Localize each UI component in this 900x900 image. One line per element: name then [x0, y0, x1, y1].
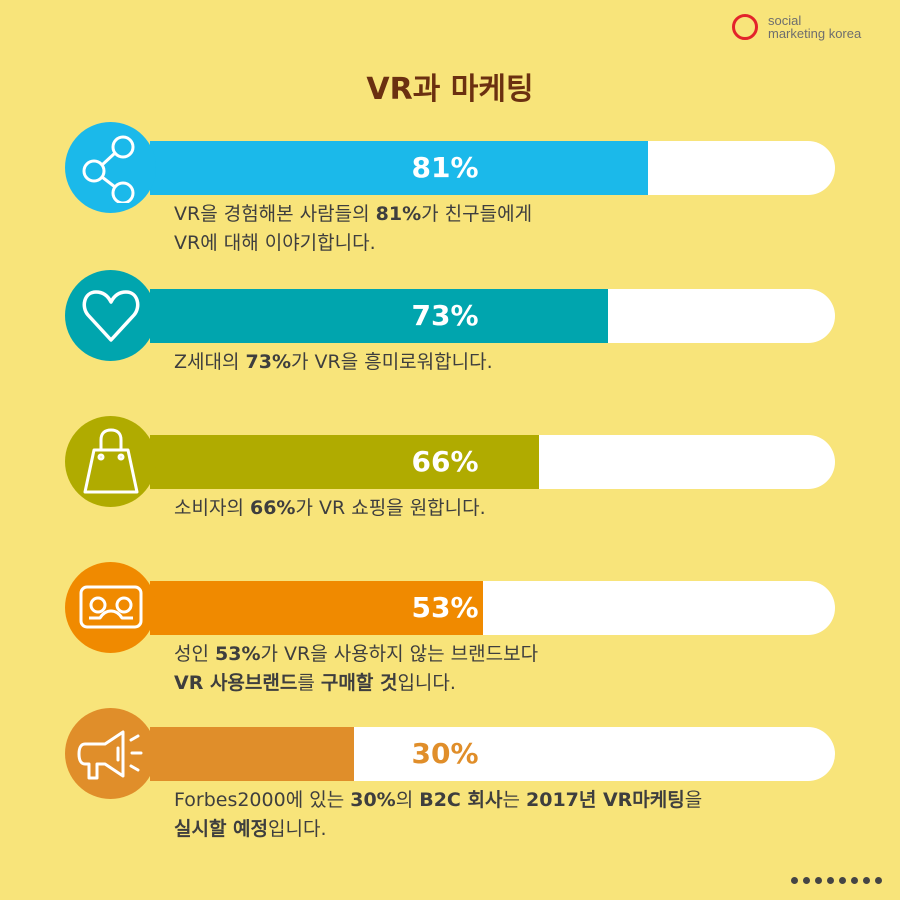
stat-description: 성인 53%가 VR을 사용하지 않는 브랜드보다 VR 사용브랜드를 구매할 …	[174, 643, 539, 694]
pagination-dots	[791, 877, 882, 884]
bar-fill	[150, 435, 539, 489]
percent-label: 81%	[411, 151, 479, 184]
brand-logo: social marketing korea	[732, 14, 861, 40]
logo-line-2: marketing korea	[768, 26, 862, 41]
stat-row-heart: 73% Z세대의 73%가 VR을 흥미로워합니다.	[0, 270, 900, 410]
stat-row-shopping: 66% 소비자의 66%가 VR 쇼핑을 원합니다.	[0, 416, 900, 556]
icon-circle	[65, 708, 156, 799]
percent-label: 66%	[411, 445, 479, 478]
icon-circle	[65, 562, 156, 653]
bar-fill	[150, 141, 648, 195]
bar-fill	[150, 727, 354, 781]
percent-label: 30%	[411, 737, 479, 770]
percent-label: 73%	[411, 299, 479, 332]
bar-track	[150, 141, 835, 195]
stat-description: VR을 경험해본 사람들의 81%가 친구들에게 VR에 대해 이야기합니다.	[174, 203, 533, 254]
icon-circle	[65, 122, 156, 213]
page-dot[interactable]	[791, 877, 798, 884]
page-dot[interactable]	[815, 877, 822, 884]
share-icon	[76, 133, 146, 203]
logo-line-1: social	[768, 13, 802, 28]
vr-headset-icon	[78, 583, 144, 633]
bar-track	[150, 289, 835, 343]
heart-icon	[79, 284, 143, 348]
bar-fill	[150, 289, 608, 343]
page-dot[interactable]	[839, 877, 846, 884]
icon-circle	[65, 270, 156, 361]
page-title: VR과 마케팅	[366, 72, 534, 107]
bar-fill	[150, 581, 483, 635]
page-dot[interactable]	[875, 877, 882, 884]
bar-track	[150, 435, 835, 489]
page-dot[interactable]	[851, 877, 858, 884]
percent-label: 53%	[411, 591, 479, 624]
shopping-bag-icon	[79, 426, 143, 498]
megaphone-icon	[75, 726, 147, 782]
bar-track	[150, 581, 835, 635]
stat-description: Forbes2000에 있는 30%의 B2C 회사는 2017년 VR마케팅을…	[174, 789, 703, 840]
page-dot[interactable]	[863, 877, 870, 884]
logo-text: social marketing korea	[768, 14, 861, 40]
stat-row-vr-headset: 53% 성인 53%가 VR을 사용하지 않는 브랜드보다 VR 사용브랜드를 …	[0, 562, 900, 702]
stat-description: Z세대의 73%가 VR을 흥미로워합니다.	[174, 351, 493, 373]
icon-circle	[65, 416, 156, 507]
page-dot[interactable]	[827, 877, 834, 884]
logo-ring-icon	[732, 14, 758, 40]
stat-row-megaphone: 30% Forbes2000에 있는 30%의 B2C 회사는 2017년 VR…	[0, 708, 900, 848]
page-dot[interactable]	[803, 877, 810, 884]
stat-description: 소비자의 66%가 VR 쇼핑을 원합니다.	[174, 497, 486, 519]
bar-track	[150, 727, 835, 781]
stat-row-share: 81% VR을 경험해본 사람들의 81%가 친구들에게 VR에 대해 이야기합…	[0, 122, 900, 262]
